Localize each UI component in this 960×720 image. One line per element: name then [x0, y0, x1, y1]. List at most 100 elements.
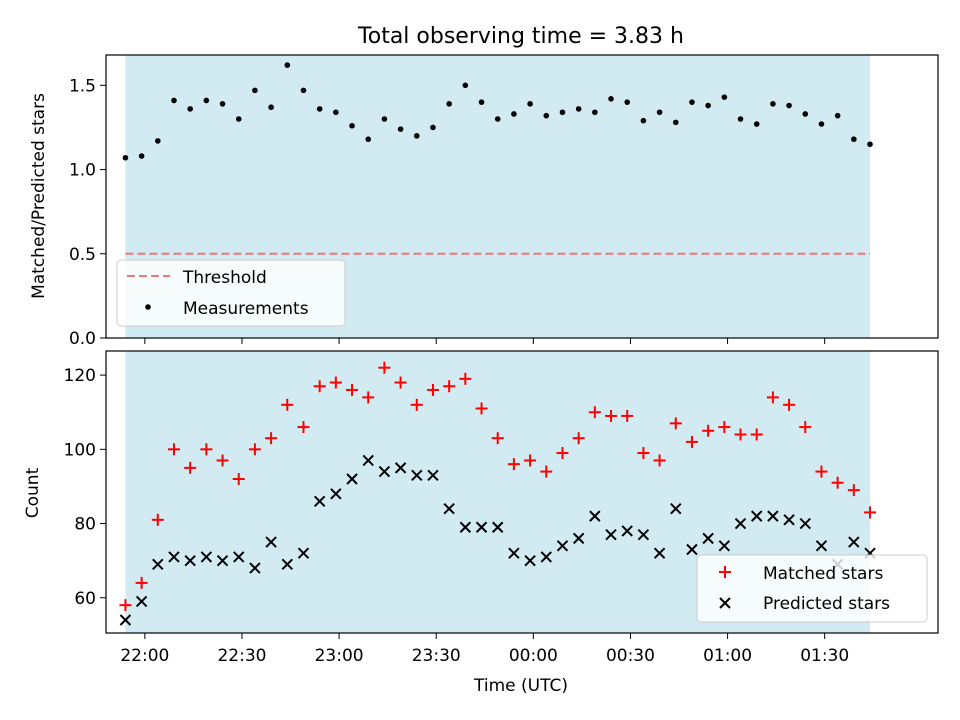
measurement-point: [705, 102, 711, 109]
predicted-star-point: [233, 551, 245, 563]
x-axis-label: Time (UTC): [473, 676, 568, 696]
measurement-point: [333, 109, 339, 116]
measurement-point: [802, 111, 809, 117]
chart-title: Total observing time = 3.83 h: [357, 24, 684, 49]
matched-star-point: [281, 398, 294, 411]
bottom-y-tick-label: 120: [64, 366, 96, 386]
predicted-star-point: [524, 554, 536, 567]
measurement-point: [252, 87, 258, 94]
predicted-star-point: [783, 514, 795, 526]
measurement-point: [656, 109, 663, 116]
predicted-star-point: [815, 540, 828, 552]
measurement-point: [446, 101, 452, 107]
predicted-star-point: [168, 551, 180, 563]
predicted-star-point: [330, 488, 342, 500]
predicted-star-point: [670, 502, 682, 515]
measurement-point: [770, 101, 776, 107]
predicted-star-point: [346, 473, 358, 485]
measurement-point: [430, 124, 436, 131]
bottom-legend: Matched stars Predicted stars: [696, 554, 928, 623]
matched-star-point: [184, 461, 197, 474]
measurement-point: [381, 116, 388, 122]
measurement-point: [138, 153, 145, 159]
matched-star-point: [119, 599, 132, 612]
measurement-point: [203, 97, 210, 104]
measurements-legend-swatch: [145, 304, 151, 310]
predicted-star-point: [718, 540, 731, 552]
matched-star-point: [556, 447, 569, 460]
matched-star-point: [248, 443, 261, 456]
measurement-point: [300, 87, 307, 94]
matched-star-point: [265, 432, 278, 445]
measurement-point: [462, 82, 469, 89]
measurement-point: [511, 111, 517, 117]
matched-star-point: [799, 421, 812, 434]
matched-star-point: [750, 428, 763, 441]
predicted-star-point: [281, 558, 293, 571]
predicted-star-point: [459, 521, 472, 533]
predicted-star-point: [378, 465, 391, 478]
top-axes-frame: [105, 54, 939, 339]
matched-legend-swatch: [719, 566, 731, 578]
predicted-star-point: [135, 595, 148, 608]
x-tick-label: 00:30: [606, 646, 655, 666]
measurement-point: [187, 106, 193, 112]
measurement-point: [592, 109, 598, 116]
x-tick-label: 22:30: [217, 646, 266, 666]
measurement-point: [122, 154, 129, 161]
matched-star-point: [491, 432, 504, 445]
bottom-y-tick-label: 100: [64, 440, 96, 460]
matched-star-point: [410, 398, 423, 411]
measurement-point: [235, 116, 242, 122]
measurement-point: [559, 109, 566, 116]
matched-star-point: [135, 576, 148, 589]
predicted-star-point: [686, 543, 698, 556]
top-y-tick-label: 1.0: [69, 161, 96, 181]
measurement-point: [349, 122, 355, 129]
measurement-point: [397, 126, 404, 132]
matched-star-point: [426, 383, 439, 396]
matched-star-point: [346, 383, 359, 396]
predicted-star-point: [475, 521, 488, 533]
top-y-axis-label: Matched/Predicted stars: [29, 93, 49, 299]
matched-star-point: [864, 506, 877, 519]
measurement-point: [867, 141, 873, 148]
predicted-star-point: [751, 510, 763, 522]
matched-star-point: [378, 361, 391, 374]
measurement-point: [171, 97, 177, 104]
bottom-panel: 60 80 100 120 22:00 22:30 23:00 23:30 00:00 00:3…: [23, 350, 939, 696]
predicted-star-point: [767, 510, 779, 522]
measurement-point: [365, 136, 372, 143]
matched-star-point: [653, 454, 666, 467]
predicted-star-point: [427, 469, 439, 482]
top-panel: 0.0 0.5 1.0 1.5 Matched/Predicted stars Thr…: [29, 54, 939, 349]
matched-star-point: [524, 454, 537, 467]
predicted-star-point: [637, 528, 650, 541]
matched-star-point: [540, 465, 553, 478]
predicted-star-point: [411, 469, 423, 482]
matched-star-point: [329, 376, 342, 389]
x-tick-label: 23:30: [412, 646, 461, 666]
x-tick-label: 00:00: [509, 646, 558, 666]
measurement-point: [818, 121, 825, 127]
top-y-tick-label: 0.0: [69, 329, 96, 349]
measurements-legend-label: Measurements: [183, 299, 309, 319]
measurement-point: [689, 99, 695, 105]
x-tick-label: 22:00: [120, 646, 169, 666]
predicted-star-point: [297, 547, 310, 559]
matched-star-point: [718, 421, 731, 434]
measurement-point: [575, 106, 582, 112]
measurement-point: [527, 101, 533, 107]
measurement-point: [316, 106, 323, 112]
matched-star-point: [313, 380, 326, 393]
matched-star-point: [151, 513, 164, 526]
matched-star-point: [766, 391, 779, 404]
matched-star-point: [734, 428, 747, 441]
measurement-point: [154, 138, 161, 144]
measurement-point: [543, 112, 550, 119]
matched-star-point: [815, 465, 828, 478]
matched-star-point: [685, 435, 698, 448]
matched-star-point: [621, 409, 634, 422]
predicted-star-point: [540, 551, 552, 563]
